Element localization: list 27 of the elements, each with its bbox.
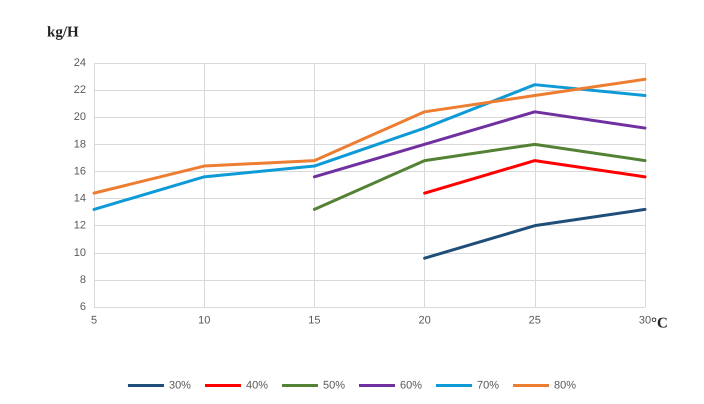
x-tick-label: 10 [198, 314, 210, 326]
line-series [92, 83, 646, 211]
legend-label: 50% [322, 380, 346, 392]
y-tick-label: 10 [74, 246, 86, 259]
line-series [312, 110, 646, 178]
y-tick-label: 8 [80, 274, 86, 286]
legend-label: 40% [246, 380, 268, 392]
y-tick-label: 14 [74, 192, 86, 205]
x-axis-title: °C [651, 316, 668, 332]
x-tick-label: 20 [418, 314, 431, 326]
y-tick-label: 6 [80, 301, 86, 313]
y-tick-label: 22 [74, 84, 86, 96]
legend-label: 30% [168, 380, 192, 392]
legend-label: 60% [400, 380, 422, 392]
y-tick-label: 20 [74, 111, 86, 124]
x-tick-label: 15 [308, 314, 321, 326]
y-axis-title: kg/H [47, 24, 80, 40]
y-tick-label: 16 [74, 165, 86, 178]
x-tick-label: 30 [638, 314, 652, 326]
y-tick-label: 24 [74, 57, 86, 69]
x-tick-label: 25 [528, 314, 541, 326]
y-tick-label: 12 [74, 220, 86, 232]
y-tick-label: 18 [74, 138, 86, 150]
legend-label: 70% [477, 380, 500, 392]
legend-label: 80% [554, 380, 576, 392]
x-tick-label: 5 [90, 314, 98, 326]
line-series [92, 78, 646, 195]
